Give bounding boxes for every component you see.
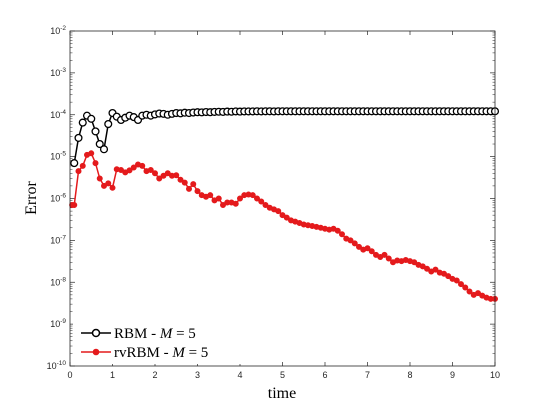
data-point xyxy=(253,195,260,202)
data-point xyxy=(338,231,345,238)
data-point xyxy=(232,200,239,207)
data-point xyxy=(104,119,113,129)
data-point xyxy=(105,180,112,187)
x-tick-label: 9 xyxy=(450,370,455,380)
data-point xyxy=(423,265,430,272)
data-point xyxy=(194,188,201,195)
data-point xyxy=(74,133,83,142)
data-point xyxy=(96,175,103,182)
data-point xyxy=(109,184,116,191)
data-point xyxy=(181,179,188,186)
data-point xyxy=(262,201,269,208)
legend-box xyxy=(73,318,263,364)
data-point xyxy=(185,185,192,192)
series-rvrbm xyxy=(69,150,498,302)
x-tick-label: 4 xyxy=(237,370,242,380)
data-point xyxy=(75,168,82,175)
data-point xyxy=(151,170,158,177)
data-point xyxy=(275,208,282,215)
y-tick-label: 10-3 xyxy=(50,67,66,78)
data-point xyxy=(79,162,86,169)
legend-label-rvrbm: rvRBM - M = 5 xyxy=(114,345,208,361)
x-tick-label: 2 xyxy=(152,370,157,380)
data-point xyxy=(95,139,104,149)
y-tick-label: 10-4 xyxy=(50,109,66,120)
x-tick-label: 1 xyxy=(110,370,115,380)
y-tick-label: 10-5 xyxy=(50,151,66,162)
data-point xyxy=(432,266,439,273)
x-tick-label: 8 xyxy=(407,370,412,380)
data-point xyxy=(207,192,214,199)
data-point xyxy=(78,118,87,127)
data-point xyxy=(71,201,78,208)
x-tick-label: 5 xyxy=(280,370,285,380)
data-point xyxy=(156,175,163,182)
data-point xyxy=(381,251,388,258)
legend-marker-rbm xyxy=(91,328,101,338)
series-rbm xyxy=(70,107,500,168)
data-point xyxy=(99,145,109,154)
data-point xyxy=(139,162,146,169)
data-point xyxy=(334,227,341,234)
data-point xyxy=(173,172,180,179)
data-point xyxy=(91,127,100,136)
y-tick-label: 10-10 xyxy=(47,360,67,371)
data-point xyxy=(453,277,460,284)
x-axis-title: time xyxy=(268,385,296,402)
series-layer xyxy=(69,107,500,302)
legend-label-rbm: RBM - M = 5 xyxy=(114,326,196,342)
x-tick-label: 10 xyxy=(490,370,500,380)
y-tick-label: 10-6 xyxy=(50,193,66,204)
data-point xyxy=(347,237,354,244)
data-point xyxy=(92,160,99,167)
data-point xyxy=(236,195,243,202)
data-point xyxy=(457,281,464,288)
data-point xyxy=(368,248,375,255)
data-point xyxy=(126,167,133,174)
data-point xyxy=(215,195,222,202)
data-point xyxy=(385,255,392,262)
data-point xyxy=(411,259,418,266)
data-point xyxy=(283,214,290,221)
x-tick-label: 7 xyxy=(365,370,370,380)
data-point xyxy=(351,240,358,247)
x-tick-label: 3 xyxy=(195,370,200,380)
data-point xyxy=(364,245,371,252)
data-point xyxy=(87,114,96,123)
plot-area xyxy=(70,31,495,366)
legend-marker-rvrbm xyxy=(92,348,100,356)
y-axis-title: Error xyxy=(23,180,40,214)
y-tick-label: 10-2 xyxy=(50,25,66,36)
x-tick-label: 6 xyxy=(322,370,327,380)
data-point xyxy=(355,243,362,250)
data-point xyxy=(130,164,137,171)
data-point xyxy=(177,176,184,183)
x-tick-label: 0 xyxy=(67,370,72,380)
data-point xyxy=(258,198,265,205)
data-point xyxy=(462,284,469,291)
data-point xyxy=(101,182,108,189)
data-point xyxy=(190,181,197,188)
x-tick-labels: 0 1 2 3 4 5 6 7 8 9 10 xyxy=(67,370,500,380)
y-tick-labels: 10-10 10-9 10-8 10-7 10-6 10-5 10-4 10-3 10-2 xyxy=(47,25,67,371)
y-tick-label: 10-9 xyxy=(50,318,66,329)
y-tick-label: 10-7 xyxy=(50,234,66,245)
y-tick-label: 10-8 xyxy=(50,276,66,287)
legend: RBM - M = 5 rvRBM - M = 5 xyxy=(73,318,263,364)
data-point xyxy=(88,150,95,157)
data-point xyxy=(70,159,79,168)
data-point xyxy=(445,273,452,280)
data-point xyxy=(249,192,256,199)
plot-frame xyxy=(69,30,496,367)
data-point xyxy=(147,166,154,173)
data-point xyxy=(466,288,473,295)
